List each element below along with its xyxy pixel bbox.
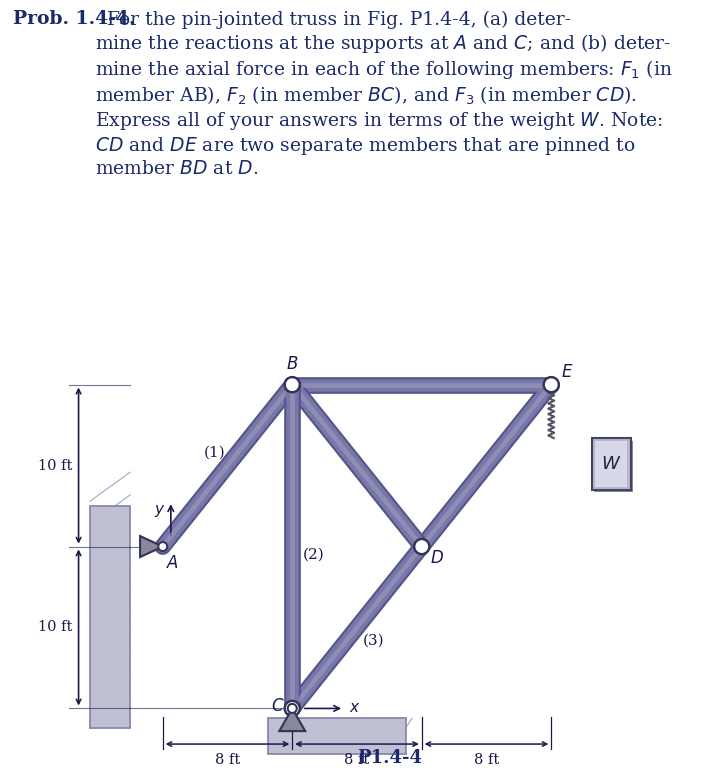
- Text: $y$: $y$: [154, 503, 166, 519]
- Text: (1): (1): [203, 446, 226, 460]
- Circle shape: [284, 376, 301, 393]
- Text: 8 ft: 8 ft: [474, 753, 499, 767]
- Circle shape: [288, 704, 297, 713]
- FancyBboxPatch shape: [594, 440, 633, 492]
- Text: 8 ft: 8 ft: [344, 753, 370, 767]
- FancyBboxPatch shape: [595, 441, 628, 487]
- Text: $x$: $x$: [349, 701, 361, 715]
- FancyBboxPatch shape: [592, 438, 630, 490]
- Circle shape: [286, 379, 298, 390]
- Text: (3): (3): [363, 633, 384, 647]
- Circle shape: [545, 379, 557, 390]
- Text: 8 ft: 8 ft: [215, 753, 240, 767]
- Text: $B$: $B$: [286, 356, 298, 373]
- Text: P1.4-4: P1.4-4: [357, 749, 422, 767]
- Circle shape: [416, 541, 428, 552]
- Polygon shape: [140, 536, 163, 557]
- Text: $W$: $W$: [601, 455, 621, 473]
- Polygon shape: [279, 708, 305, 731]
- Circle shape: [159, 542, 167, 551]
- Circle shape: [413, 538, 430, 555]
- Text: $C$: $C$: [271, 698, 284, 715]
- Text: (2): (2): [303, 547, 324, 562]
- Text: $A$: $A$: [166, 555, 179, 572]
- Circle shape: [543, 376, 559, 393]
- Text: For the pin-jointed truss in Fig. P1.4-4, (a) deter-
mine the reactions at the s: For the pin-jointed truss in Fig. P1.4-4…: [95, 10, 673, 178]
- Polygon shape: [90, 506, 131, 728]
- Text: $E$: $E$: [561, 365, 573, 381]
- Circle shape: [284, 701, 301, 716]
- Text: 10 ft: 10 ft: [38, 458, 72, 473]
- Text: Prob. 1.4-4.: Prob. 1.4-4.: [13, 10, 135, 28]
- Text: 10 ft: 10 ft: [38, 620, 72, 634]
- Text: $D$: $D$: [430, 550, 444, 567]
- Circle shape: [286, 703, 298, 714]
- Polygon shape: [268, 719, 406, 754]
